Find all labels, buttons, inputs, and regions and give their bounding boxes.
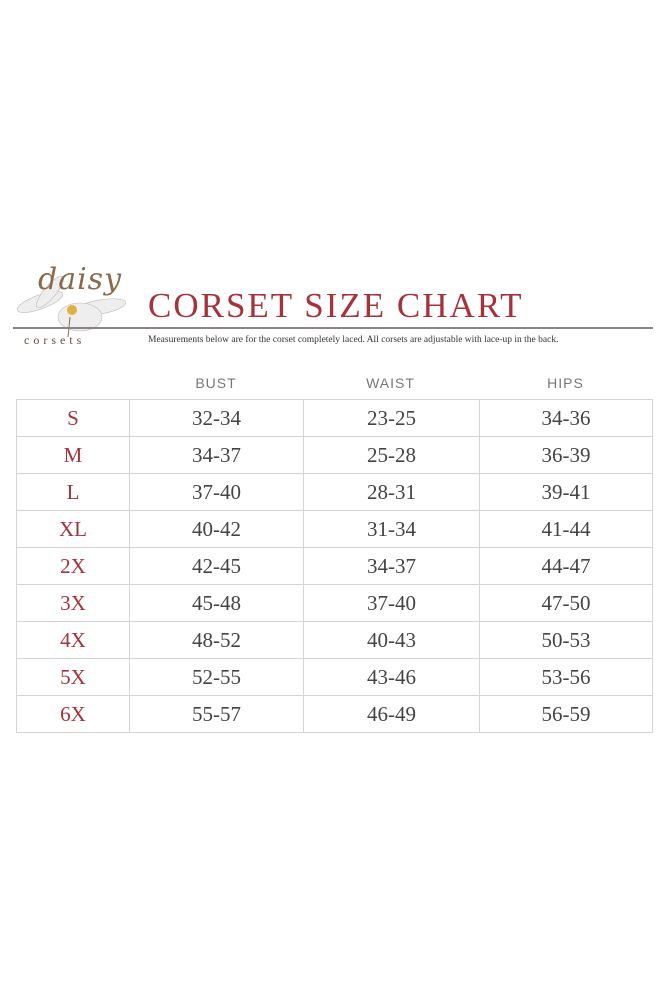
hips-cell: 50-53 (479, 621, 653, 659)
hips-cell: 53-56 (479, 658, 653, 696)
daisy-flower-icon (17, 275, 126, 338)
bust-cell: 37-40 (129, 473, 304, 511)
size-cell: 6X (16, 695, 130, 733)
table-row: L 37-40 28-31 39-41 (16, 473, 653, 511)
size-cell: L (16, 473, 130, 511)
hips-cell: 39-41 (479, 473, 653, 511)
bust-cell: 40-42 (129, 510, 304, 548)
size-table: S 32-34 23-25 34-36 M 34-37 25-28 36-39 L 37-40 28… (16, 399, 653, 733)
table-row: 2X 42-45 34-37 44-47 (16, 547, 653, 585)
column-header-hips: HIPS (547, 375, 584, 391)
waist-cell: 37-40 (303, 584, 480, 622)
size-cell: S (16, 399, 130, 437)
waist-cell: 28-31 (303, 473, 480, 511)
bust-cell: 48-52 (129, 621, 304, 659)
waist-cell: 25-28 (303, 436, 480, 474)
table-row: 6X 55-57 46-49 56-59 (16, 695, 653, 733)
hips-cell: 56-59 (479, 695, 653, 733)
table-row: M 34-37 25-28 36-39 (16, 436, 653, 474)
bust-cell: 34-37 (129, 436, 304, 474)
table-row: 3X 45-48 37-40 47-50 (16, 584, 653, 622)
waist-cell: 23-25 (303, 399, 480, 437)
table-row: 5X 52-55 43-46 53-56 (16, 658, 653, 696)
waist-cell: 34-37 (303, 547, 480, 585)
waist-cell: 31-34 (303, 510, 480, 548)
hips-cell: 41-44 (479, 510, 653, 548)
waist-cell: 46-49 (303, 695, 480, 733)
hips-cell: 44-47 (479, 547, 653, 585)
header-divider (13, 327, 653, 329)
size-cell: 3X (16, 584, 130, 622)
bust-cell: 45-48 (129, 584, 304, 622)
size-cell: XL (16, 510, 130, 548)
size-cell: 4X (16, 621, 130, 659)
table-row: XL 40-42 31-34 41-44 (16, 510, 653, 548)
logo-sub-text: corsets (24, 333, 86, 347)
column-header-waist: WAIST (366, 375, 415, 391)
page-title: CORSET SIZE CHART (148, 286, 524, 325)
size-cell: 2X (16, 547, 130, 585)
table-row: S 32-34 23-25 34-36 (16, 399, 653, 437)
size-cell: M (16, 436, 130, 474)
waist-cell: 40-43 (303, 621, 480, 659)
bust-cell: 55-57 (129, 695, 304, 733)
subtitle: Measurements below are for the corset co… (148, 335, 559, 345)
hips-cell: 34-36 (479, 399, 653, 437)
daisy-corsets-logo: daisy corsets (10, 262, 140, 352)
bust-cell: 42-45 (129, 547, 304, 585)
column-header-bust: BUST (195, 375, 237, 391)
bust-cell: 52-55 (129, 658, 304, 696)
hips-cell: 36-39 (479, 436, 653, 474)
hips-cell: 47-50 (479, 584, 653, 622)
table-row: 4X 48-52 40-43 50-53 (16, 621, 653, 659)
size-cell: 5X (16, 658, 130, 696)
waist-cell: 43-46 (303, 658, 480, 696)
bust-cell: 32-34 (129, 399, 304, 437)
logo-script-text: daisy (38, 262, 123, 297)
